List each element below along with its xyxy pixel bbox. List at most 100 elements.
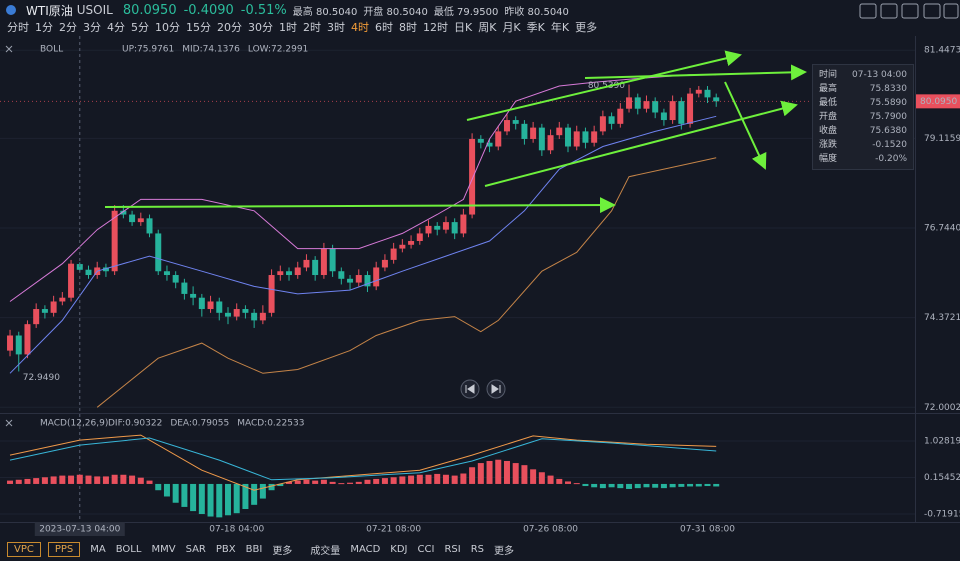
panel-title: BOLL (40, 45, 63, 55)
candle-body (538, 127, 545, 151)
timeframe-button[interactable]: 12时 (423, 21, 448, 34)
candle-body (207, 301, 214, 310)
macd-bar (7, 480, 14, 484)
macd-bar (355, 481, 362, 484)
tool-button[interactable] (859, 3, 877, 19)
y-tick-label: 0.15452 (924, 473, 960, 483)
close-icon[interactable] (5, 419, 13, 427)
tool-button[interactable] (880, 3, 898, 19)
macd-bar (547, 475, 554, 484)
timeframe-button[interactable]: 分时 (7, 21, 29, 34)
y-tick-label: 72.0002 (924, 403, 960, 413)
symbol-name[interactable]: WTI原油 (26, 3, 73, 18)
candle-body (137, 218, 144, 223)
ohlc-tooltip: 时间 07-13 04:00 最高 75.8330 最低 75.5890 开盘 75.7900… (812, 64, 914, 170)
symbol-code[interactable]: USOIL (76, 3, 113, 17)
indicator-tab[interactable]: PBX (215, 544, 236, 555)
indicator-tab[interactable]: MMV (151, 544, 176, 555)
legend-entry: DIF:0.90322 (108, 419, 162, 429)
tooltip-label: 最低 (819, 98, 838, 108)
tool-button[interactable] (901, 3, 919, 19)
timeframe-button[interactable]: 10分 (155, 21, 180, 34)
timeframe-button[interactable]: 周K (478, 21, 497, 34)
sub-indicator-tab[interactable]: RSI (444, 544, 461, 555)
indicator-tab[interactable]: BOLL (115, 544, 142, 555)
trend-arrow (584, 64, 807, 81)
timeframe-button[interactable]: 4时 (351, 21, 369, 34)
timeframe-button[interactable]: 年K (550, 21, 570, 34)
tooltip-label: 涨跌 (819, 140, 838, 150)
macd-bar (399, 476, 406, 484)
timeframe-button[interactable]: 月K (502, 21, 521, 34)
macd-bar (15, 479, 22, 484)
timeframe-button[interactable]: 15分 (186, 21, 211, 34)
sub-indicator-tab[interactable]: 更多 (493, 546, 514, 557)
tool-button[interactable] (943, 3, 959, 19)
timeframe-button[interactable]: 3分 (83, 21, 101, 34)
timeframe-button[interactable]: 8时 (399, 21, 417, 34)
macd-bar (460, 473, 467, 484)
macd-bar (111, 474, 118, 484)
indicator-tab[interactable]: 更多 (272, 546, 293, 557)
candle-body (521, 123, 528, 139)
legend-entry: MID:74.1376 (182, 45, 240, 55)
main-tab[interactable]: VPC (7, 542, 41, 557)
candle-body (442, 222, 449, 230)
candle-body (329, 248, 336, 272)
timeframe-button[interactable]: 1时 (279, 21, 297, 34)
stat: 昨收 80.5040 (504, 6, 569, 18)
macd-bar (190, 483, 197, 512)
sub-indicator-tab[interactable]: KDJ (390, 544, 408, 555)
timeframe-button[interactable]: 2时 (303, 21, 321, 34)
macd-bar (451, 475, 458, 484)
sub-indicator-tab[interactable]: 成交量 (310, 546, 341, 557)
trend-arrow (466, 50, 742, 121)
candle-body (591, 131, 598, 143)
macd-bar (303, 479, 310, 484)
candle-body (669, 101, 676, 121)
timeframe-button[interactable]: 更多 (575, 21, 598, 34)
macd-bar (704, 483, 711, 487)
tool-button[interactable] (923, 3, 941, 19)
candle-body (251, 312, 258, 321)
tooltip-label: 幅度 (819, 154, 838, 164)
macd-bar (477, 463, 484, 484)
macd-bar (390, 477, 397, 484)
close-icon[interactable] (5, 45, 13, 53)
main-tab[interactable]: PPS (47, 542, 81, 557)
timeframe-button[interactable]: 20分 (217, 21, 242, 34)
timeframe-button[interactable]: 30分 (248, 21, 273, 34)
sub-indicator-tab[interactable]: MACD (350, 544, 381, 555)
timeframe-button[interactable]: 5分 (131, 21, 149, 34)
indicator-line (9, 74, 717, 302)
low-marker: 72.9490 (23, 373, 60, 383)
macd-bar (687, 483, 694, 487)
candle-body (381, 259, 388, 268)
candle-body (652, 101, 659, 113)
crosshair-label-bg (34, 522, 125, 536)
timeframe-button[interactable]: 6时 (375, 21, 393, 34)
timeframe-button[interactable]: 3时 (327, 21, 345, 34)
timeframe-button[interactable]: 1分 (35, 21, 53, 34)
timeframe-button[interactable]: 季K (526, 21, 545, 34)
timeframe-button[interactable]: 日K (454, 21, 473, 34)
tooltip-value: -0.1520 (872, 140, 907, 150)
macd-bar (503, 460, 510, 484)
sub-indicator-tab[interactable]: RS (470, 544, 484, 555)
candle-body (495, 131, 502, 147)
x-tick-label: 07-31 08:00 (680, 525, 735, 535)
macd-bar (469, 467, 476, 484)
timeframe-button[interactable]: 2分 (59, 21, 77, 34)
sub-indicator-tab[interactable]: CCI (417, 544, 435, 555)
macd-bar (521, 465, 528, 484)
candle-body (172, 275, 179, 283)
legend-entry: UP:75.9761 (122, 45, 174, 55)
timeframe-button[interactable]: 4分 (107, 21, 125, 34)
indicator-tab[interactable]: SAR (185, 544, 206, 555)
macd-bar (442, 474, 449, 484)
candle-body (242, 309, 249, 313)
indicator-tab[interactable]: MA (90, 544, 106, 555)
macd-bar (643, 483, 650, 488)
candle-body (634, 97, 641, 109)
indicator-tab[interactable]: BBI (245, 544, 263, 555)
